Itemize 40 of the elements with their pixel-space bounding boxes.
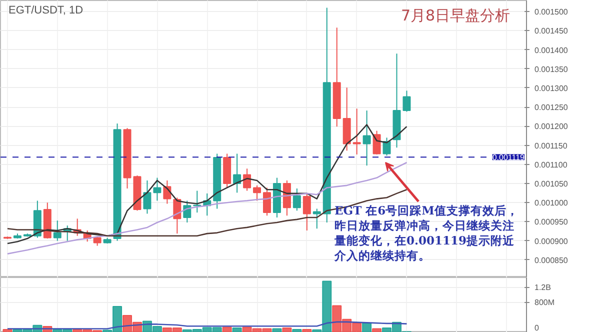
annotation: 介入的继续持有。 <box>334 248 430 262</box>
ref-line-label: 0.001119 <box>492 153 526 162</box>
candlestick <box>402 90 411 112</box>
y-tick-label: 0.001300 <box>534 84 568 93</box>
candlestick <box>312 208 321 230</box>
y-tick-label: 0.001100 <box>534 160 568 170</box>
y-tick-label: 0.001250 <box>534 103 568 112</box>
candlestick <box>362 110 371 166</box>
y-tick-label: 0.001200 <box>534 122 568 132</box>
y-tick-label: 0.001500 <box>534 8 568 17</box>
y-tick-label: 0.000950 <box>534 218 568 227</box>
y-tick-label: 0.000850 <box>534 256 568 265</box>
candlestick <box>143 180 152 214</box>
y-tick-label: 0.001350 <box>534 64 568 74</box>
y-tick-label: 0.001000 <box>534 198 568 208</box>
candlestick <box>153 177 162 202</box>
candlestick <box>302 192 311 232</box>
candlestick <box>352 108 361 155</box>
candlestick <box>233 153 242 194</box>
y-tick-label: 0.001050 <box>534 180 568 189</box>
y-tick-label: 0 <box>534 324 540 332</box>
annotation: 量能变化，在0.001119提示附近 <box>334 234 516 248</box>
annotation: EGT 在6号回踩M值支撑有效后， <box>334 204 518 218</box>
candlestick <box>263 187 271 216</box>
candlestick <box>253 184 262 202</box>
y-tick-label: 0.001400 <box>534 46 568 55</box>
candlestick <box>292 188 301 212</box>
chart-subtitle: EGT/USDT, 1D <box>8 4 84 16</box>
candlestick <box>183 200 192 223</box>
candlestick <box>93 236 102 246</box>
candlestick <box>53 220 62 242</box>
y-tick-label: 1.2B <box>534 282 551 292</box>
y-tick-label: 0.001150 <box>534 141 568 150</box>
y-tick-label: 0.001450 <box>534 26 568 36</box>
candlestick <box>243 168 252 192</box>
y-tick-label: 0.000900 <box>534 236 568 246</box>
text: 7月8日早盘分析 <box>400 6 510 24</box>
annotation: 昨日放量反弹冲高，今日继续关注 <box>334 218 514 232</box>
candlestick <box>382 137 391 156</box>
y-tick-label: 800M <box>534 298 555 307</box>
